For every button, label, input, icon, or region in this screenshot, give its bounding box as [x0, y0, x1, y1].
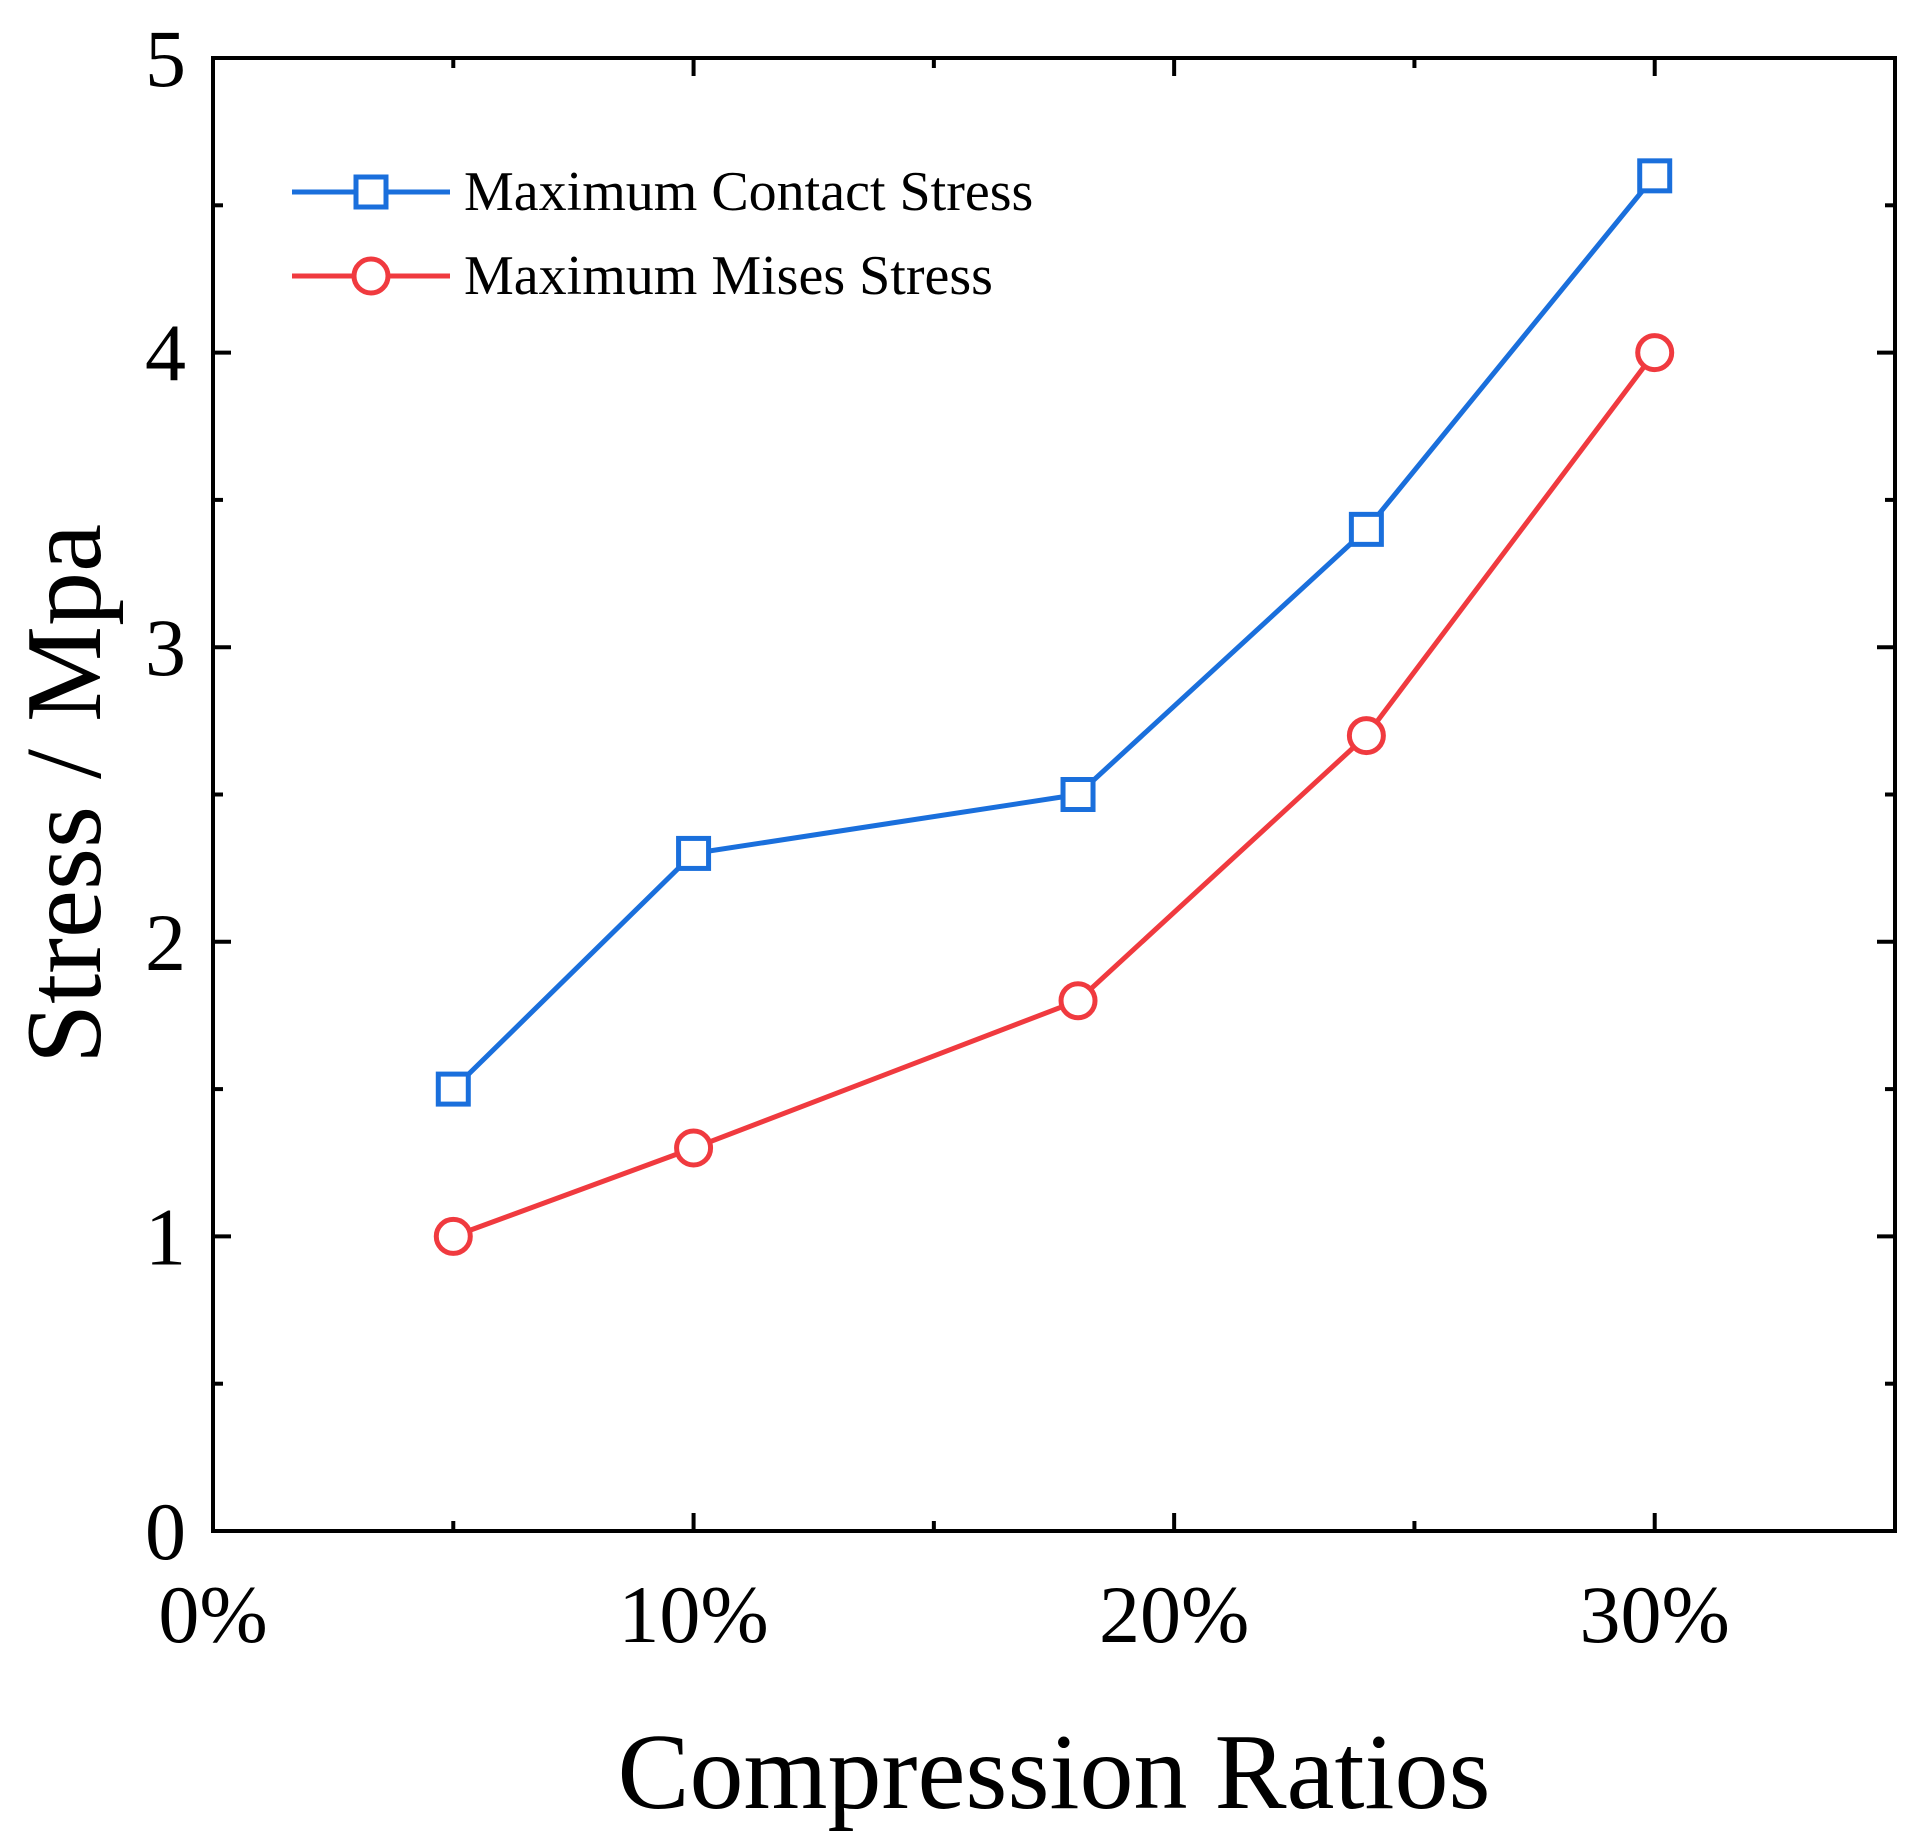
legend: Maximum Contact Stress Maximum Mises Stre…: [292, 161, 1033, 307]
series-square: [435, 158, 1673, 1107]
x-tick-label: 30%: [1580, 1569, 1730, 1660]
legend-item: Maximum Mises Stress: [292, 245, 993, 307]
legend-label: Maximum Contact Stress: [464, 161, 1033, 223]
y-tick-label: 4: [145, 308, 186, 399]
legend-marker-circle: [351, 256, 391, 296]
y-tick-label: 5: [145, 13, 186, 104]
data-point-circle: [433, 1216, 473, 1256]
y-tick-label: 3: [145, 602, 186, 693]
x-tick-label: 0%: [158, 1569, 267, 1660]
data-point-square: [435, 1071, 471, 1107]
x-axis-title: Compression Ratios: [617, 1713, 1490, 1832]
x-axis-ticks: 0% 10% 20% 30%: [158, 58, 1730, 1660]
y-tick-label: 0: [145, 1486, 186, 1577]
data-point-circle: [1635, 333, 1675, 373]
data-point-circle: [674, 1128, 714, 1168]
y-tick-label: 2: [145, 897, 186, 988]
y-tick-label: 1: [145, 1191, 186, 1282]
series-layer: [433, 158, 1675, 1256]
data-point-square: [1348, 511, 1384, 547]
y-axis-title: Stress / Mpa: [5, 524, 124, 1064]
data-point-circle: [1346, 716, 1386, 756]
data-point-square: [1060, 777, 1096, 812]
series-line: [451, 174, 1657, 1091]
legend-marker-square: [353, 174, 389, 210]
x-tick-label: 20%: [1099, 1569, 1249, 1660]
y-axis-ticks: 0 1 2 3 4 5: [145, 13, 1895, 1577]
legend-item: Maximum Contact Stress: [292, 161, 1033, 223]
series-circle: [433, 333, 1675, 1256]
x-tick-label: 10%: [618, 1569, 768, 1660]
data-point-square: [676, 835, 712, 871]
data-point-circle: [1058, 981, 1098, 1021]
legend-label: Maximum Mises Stress: [464, 245, 993, 307]
series-line: [452, 351, 1657, 1239]
data-point-square: [1637, 158, 1673, 194]
